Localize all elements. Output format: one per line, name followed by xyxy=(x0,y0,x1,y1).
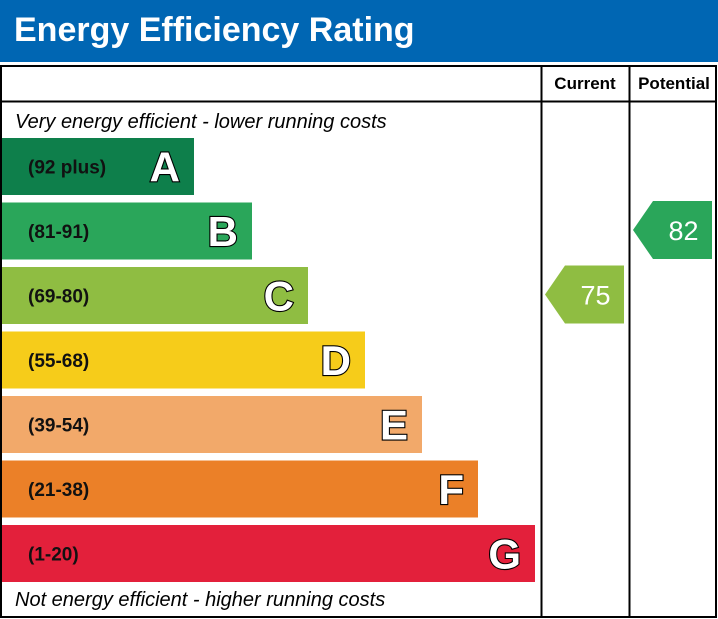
potential-rating-value: 82 xyxy=(668,216,698,246)
band-a-bar xyxy=(2,138,194,195)
band-b-range: (81-91) xyxy=(28,222,89,243)
chart-frame xyxy=(0,65,717,618)
band-f-range: (21-38) xyxy=(28,480,89,501)
top-note: Very energy efficient - lower running co… xyxy=(15,111,387,133)
chart-header: Energy Efficiency Rating xyxy=(0,0,718,62)
band-f-letter: F xyxy=(438,466,464,513)
band-c-range: (69-80) xyxy=(28,287,89,308)
chart-title: Energy Efficiency Rating xyxy=(14,11,415,49)
band-e-bar xyxy=(2,396,422,453)
band-d-letter: D xyxy=(321,337,351,384)
band-c-letter: C xyxy=(264,273,294,320)
current-rating-arrow xyxy=(545,265,624,324)
band-e-range: (39-54) xyxy=(28,416,89,437)
band-c-bar xyxy=(2,267,308,324)
band-a-range: (92 plus) xyxy=(28,158,106,179)
current-rating-value: 75 xyxy=(580,281,610,311)
current-column-header: Current xyxy=(554,74,616,93)
band-b-bar xyxy=(2,202,252,260)
rating-arrows: 75 82 xyxy=(545,201,712,324)
band-e-letter: E xyxy=(380,402,408,449)
potential-column-header: Potential xyxy=(638,74,710,93)
band-b-letter: B xyxy=(208,208,238,255)
band-f-bar xyxy=(2,460,478,518)
potential-rating-arrow xyxy=(633,201,712,259)
bottom-note: Not energy efficient - higher running co… xyxy=(15,589,385,611)
band-a-letter: A xyxy=(150,144,180,191)
band-d-range: (55-68) xyxy=(28,351,89,372)
rating-bands: (92 plus) A (81-91) B (69-80) C (55-68) D (39-54… xyxy=(2,138,535,582)
band-g-range: (1-20) xyxy=(28,545,79,566)
band-g-letter: G xyxy=(488,531,521,578)
band-g-bar xyxy=(2,525,535,582)
band-d-bar xyxy=(2,331,365,389)
